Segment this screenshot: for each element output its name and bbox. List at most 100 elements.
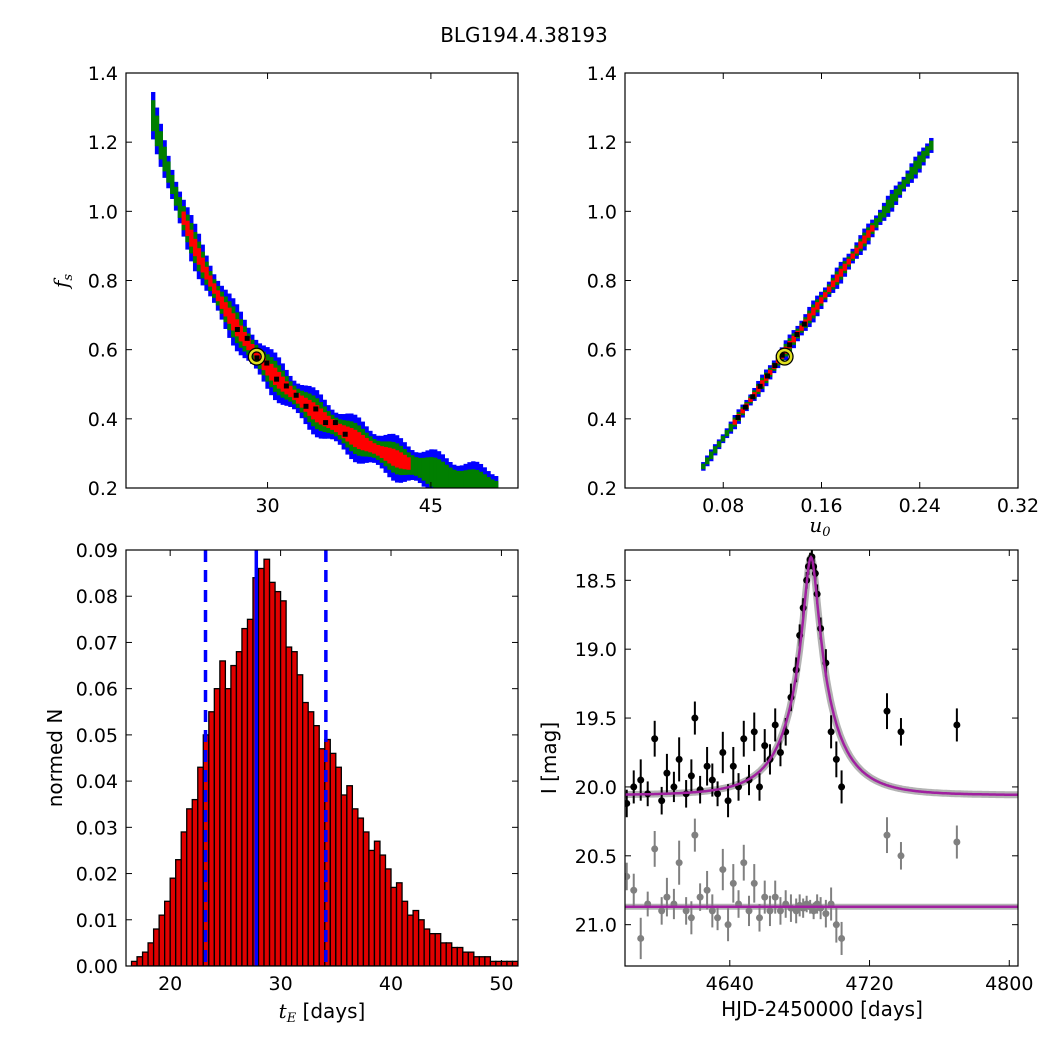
dense-cell [264,360,270,366]
histogram-bar [296,674,304,966]
data-marker [897,852,905,860]
red-region [822,292,828,298]
red-region [356,432,362,449]
data-point [719,731,727,774]
green-region [921,150,926,163]
green-region [478,471,484,488]
green-region [448,467,453,488]
dense-cell [735,414,741,420]
histogram-bar [191,798,199,966]
green-region [417,457,423,478]
dense-cell [293,392,299,398]
y-axis-label: normed N [43,709,67,808]
residual-point [883,817,891,854]
histogram-bar [268,581,276,966]
green-region [901,179,907,189]
histogram-bar [307,711,315,966]
dense-cell [779,352,785,358]
data-marker [897,728,905,736]
x-tick-label: 20 [158,973,182,995]
tE-fs-panel: 0.2 0.4 0.6 0.8 1.0 1.2 1.4 30 45 fs [49,63,519,517]
data-point [658,786,666,815]
data-marker [719,866,727,874]
histogram-bar [500,960,508,966]
histogram-bar [257,567,265,966]
y-tick-label: 20.0 [575,777,617,799]
red-region [200,257,205,273]
red-region [854,247,859,254]
histogram-bar [346,785,354,966]
dense-cell [787,342,793,348]
red-region [253,349,259,360]
green-region [482,474,487,488]
data-marker [637,934,645,942]
residual-point [740,844,748,881]
histogram-bar [456,946,464,966]
plot-frame [125,549,519,967]
green-region [459,470,465,488]
red-region [353,429,358,448]
y-tick-label: 0.08 [76,586,118,608]
data-marker [696,893,704,901]
histogram-bar [362,831,370,966]
red-region [732,419,738,425]
histogram-bar [318,748,326,966]
red-region [257,353,263,365]
y-tick-label: 0.8 [88,271,118,293]
data-marker [714,790,722,798]
dense-cell [303,403,309,409]
residual-point [682,897,690,925]
red-region [394,450,400,468]
y-tick-label: 0.2 [587,478,617,500]
red-region [219,296,224,309]
red-region [834,274,840,283]
histogram-bar [478,956,486,966]
green-region [490,479,495,488]
red-region [748,398,753,402]
data-marker [675,755,683,763]
data-marker [687,914,695,922]
red-region [326,415,331,429]
red-region [360,434,365,451]
residual-point [776,897,784,925]
x-tick-label: 4800 [985,973,1033,995]
red-region [398,452,404,469]
red-region [318,408,324,425]
y-tick-label: 0.04 [76,771,118,793]
green-region [720,435,726,442]
histogram-bar [434,932,442,966]
green-region [158,131,163,160]
histogram-bar [401,900,409,966]
y-tick-label: 21.0 [575,915,617,937]
histogram-bar [130,960,138,966]
green-region [177,197,183,218]
residual-point [663,877,671,917]
dense-cell [742,404,748,410]
data-point [691,701,699,735]
data-marker [637,776,645,784]
histogram-bar [340,794,348,966]
lightcurve-panel: 18.5 19.0 19.5 20.0 20.5 21.0 4640 4720 4800 I [m… [537,549,1033,1021]
green-region [905,173,910,184]
red-region [767,369,773,375]
histogram-bar [506,960,514,966]
data-point [729,746,737,786]
red-region [406,457,411,470]
green-region [154,115,160,147]
green-region [874,218,879,228]
green-region [709,451,714,460]
data-marker [883,831,891,839]
y-axis-label: I [mag] [537,722,561,794]
histogram-bar [285,646,293,966]
data-marker [838,783,846,791]
histogram-bar [290,651,298,966]
histogram-bar [335,766,342,966]
dense-cell [274,376,280,382]
data-point [630,770,638,804]
red-region [223,302,228,317]
data-marker [687,772,695,780]
data-point [883,693,891,730]
red-region [372,443,377,454]
data-marker [740,735,748,743]
red-region [815,302,820,310]
